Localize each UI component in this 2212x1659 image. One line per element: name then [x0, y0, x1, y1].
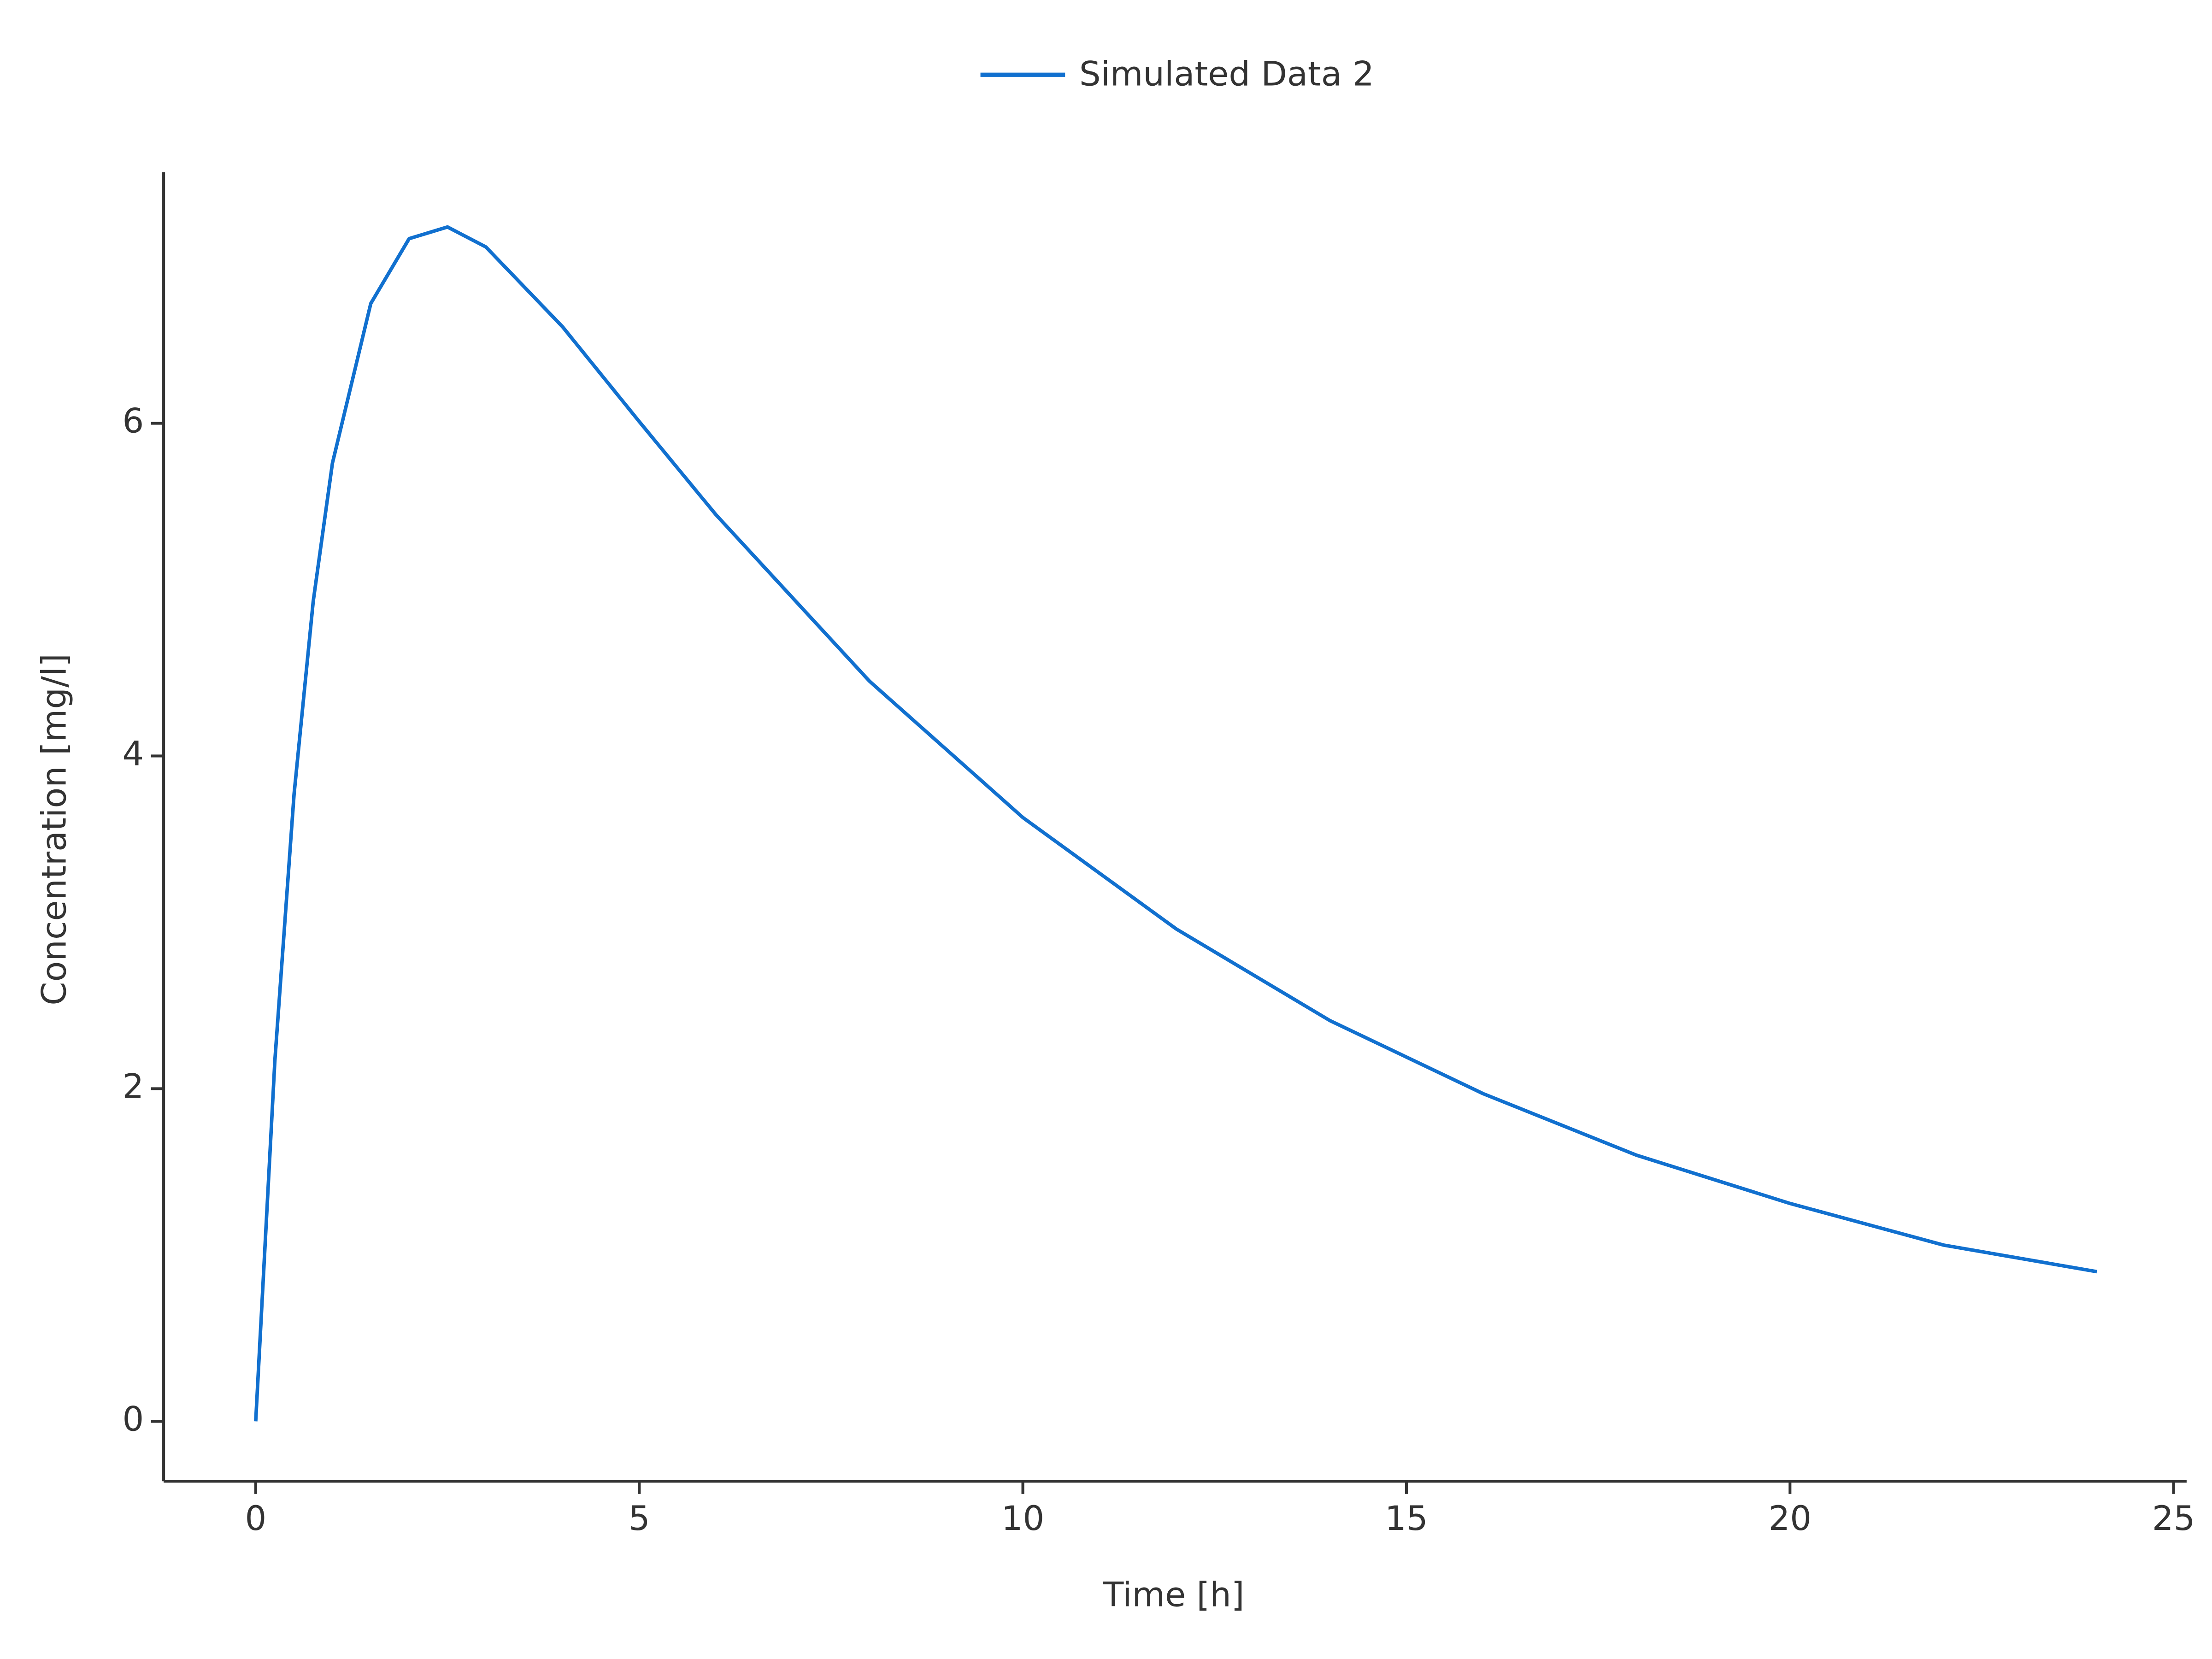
y-axis-title: Concentration [mg/l]: [35, 653, 74, 1006]
y-tick-label: 0: [123, 1400, 144, 1439]
x-tick-label: 10: [1001, 1499, 1044, 1538]
x-tick-label: 0: [245, 1499, 266, 1538]
y-tick-label: 6: [123, 402, 144, 441]
x-tick-label: 5: [629, 1499, 650, 1538]
x-tick-label: 15: [1385, 1499, 1428, 1538]
legend-label: Simulated Data 2: [1079, 54, 1374, 94]
x-tick-label: 20: [1769, 1499, 1812, 1538]
y-tick-label: 4: [123, 734, 144, 773]
y-tick-label: 2: [123, 1067, 144, 1106]
x-axis-title: Time [h]: [1102, 1575, 1244, 1614]
data-line: [254, 225, 2097, 1422]
x-tick-label: 25: [2152, 1499, 2195, 1538]
